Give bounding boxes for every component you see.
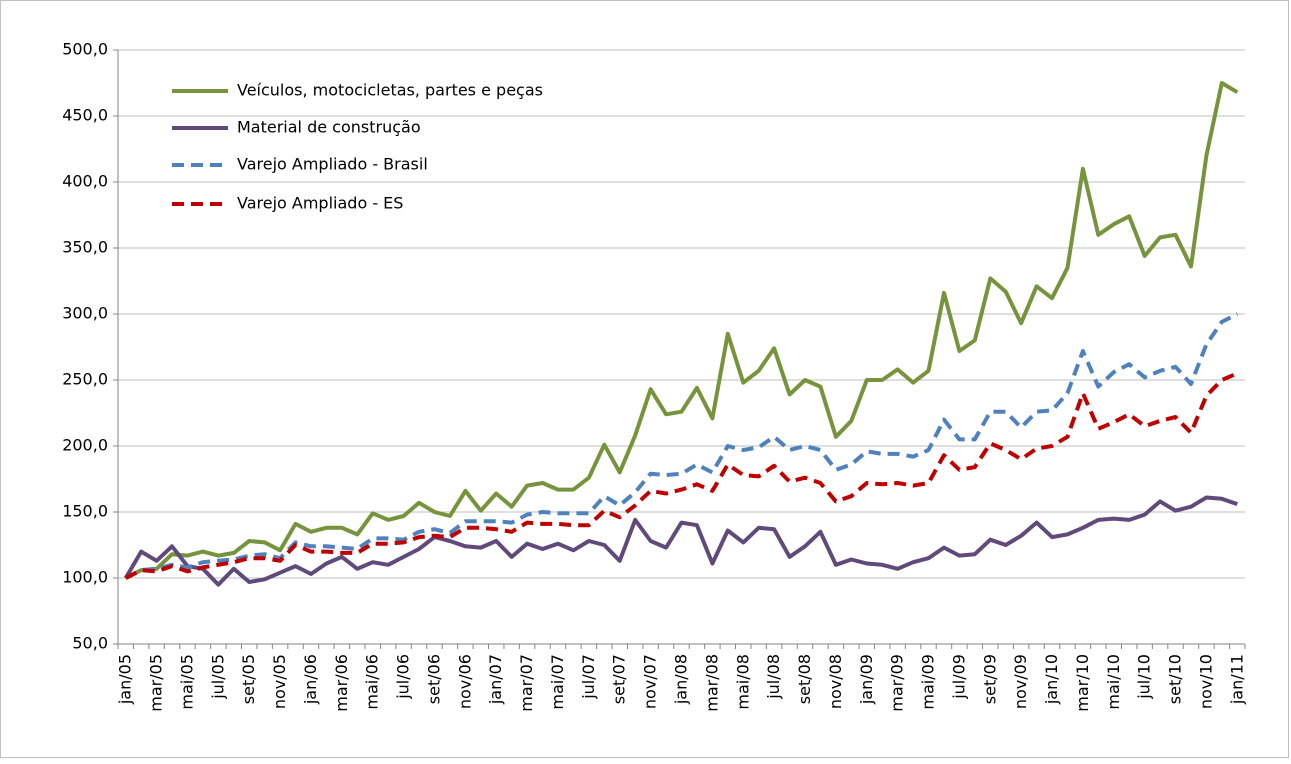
x-tick-label: jul/10 <box>1135 654 1154 700</box>
legend-label: Material de construção <box>237 118 421 137</box>
x-tick-label: mar/06 <box>332 654 351 712</box>
y-tick-label: 250,0 <box>62 370 108 389</box>
x-tick-label: jan/06 <box>301 654 320 705</box>
y-tick-label: 50,0 <box>72 634 108 653</box>
x-tick-label: jul/06 <box>394 654 413 700</box>
x-tick-label: mai/10 <box>1104 654 1123 710</box>
x-tick-label: nov/10 <box>1196 654 1215 709</box>
x-tick-label: jan/08 <box>672 654 691 705</box>
x-tick-label: nov/05 <box>270 654 289 709</box>
x-tick-label: jul/07 <box>579 654 598 700</box>
x-tick-label: jul/08 <box>764 654 783 700</box>
series-line <box>123 495 1238 587</box>
x-tick-label: mar/08 <box>702 654 721 712</box>
x-tick-label: mar/10 <box>1073 654 1092 712</box>
y-tick-label: 300,0 <box>62 304 108 323</box>
legend-label: Varejo Ampliado - ES <box>237 194 403 213</box>
x-tick-label: mar/05 <box>147 654 166 712</box>
x-tick-label: jan/05 <box>116 654 135 705</box>
x-tick-label: set/06 <box>424 654 443 704</box>
x-tick-label: nov/09 <box>1011 654 1030 709</box>
x-tick-label: jan/07 <box>486 654 505 705</box>
x-tick-label: mai/05 <box>177 654 196 710</box>
x-tick-label: set/10 <box>1166 654 1185 704</box>
x-tick-label: jan/11 <box>1227 654 1246 705</box>
legend-label: Varejo Ampliado - Brasil <box>237 155 428 174</box>
y-tick-label: 350,0 <box>62 238 108 257</box>
x-tick-label: jul/09 <box>949 654 968 700</box>
x-tick-label: set/07 <box>610 654 629 704</box>
y-tick-label: 200,0 <box>62 436 108 455</box>
x-tick-label: set/09 <box>980 654 999 704</box>
y-tick-label: 100,0 <box>62 568 108 587</box>
x-tick-label: mai/07 <box>548 654 567 710</box>
y-tick-label: 150,0 <box>62 502 108 521</box>
x-tick-label: mai/06 <box>363 654 382 710</box>
x-tick-label: set/08 <box>795 654 814 704</box>
x-tick-label: jan/10 <box>1042 654 1061 705</box>
x-tick-label: mai/09 <box>919 654 938 710</box>
series-line <box>124 312 1239 580</box>
x-tick-label: jul/05 <box>208 654 227 700</box>
y-tick-label: 500,0 <box>62 40 108 59</box>
x-tick-label: nov/08 <box>826 654 845 709</box>
x-tick-label: set/05 <box>239 654 258 704</box>
x-tick-label: nov/07 <box>641 654 660 709</box>
legend-label: Veículos, motocicletas, partes e peças <box>237 81 543 100</box>
x-tick-label: mai/08 <box>733 654 752 710</box>
x-tick-label: nov/06 <box>455 654 474 709</box>
y-tick-label: 450,0 <box>62 106 108 125</box>
x-tick-label: mar/07 <box>517 654 536 712</box>
x-tick-label: jan/09 <box>857 654 876 705</box>
x-tick-label: mar/09 <box>888 654 907 712</box>
y-tick-label: 400,0 <box>62 172 108 191</box>
series-line <box>124 371 1239 580</box>
series-line <box>124 81 1239 580</box>
